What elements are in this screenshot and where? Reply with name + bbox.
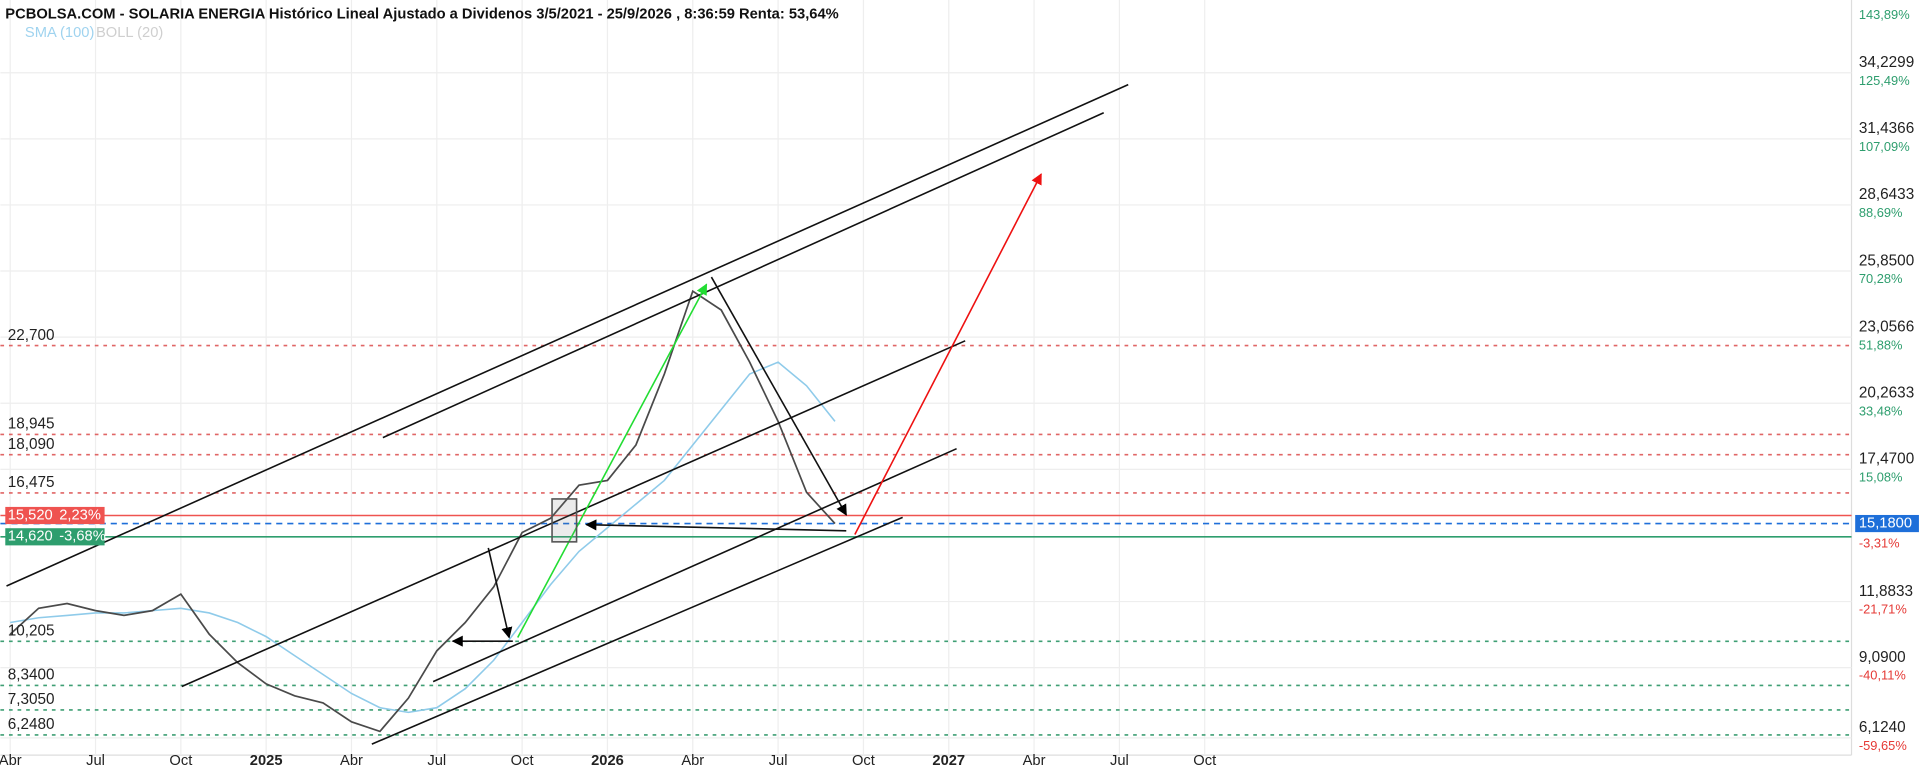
x-tick-label: 2025 — [250, 753, 283, 769]
y2-tick-label: 15,08% — [1859, 469, 1903, 484]
y-tick-label: 11,8833 — [1859, 583, 1913, 600]
y2-tick-label: -21,71% — [1859, 602, 1907, 617]
chart-title: PCBOLSA.COM - SOLARIA ENERGIA Histórico … — [5, 7, 838, 23]
x-tick-label: Jul — [427, 753, 446, 769]
box — [551, 498, 578, 543]
y-tick-label: 25,8500 — [1859, 252, 1914, 269]
mark-change: -3,68% — [59, 529, 106, 545]
y-tick-label: 31,4366 — [1859, 120, 1914, 137]
grid — [0, 0, 1853, 756]
y2-tick-label: 88,69% — [1859, 205, 1903, 220]
y2-tick-label: -3,31% — [1859, 535, 1900, 550]
level-label: 16,475 — [8, 474, 55, 491]
trend-line — [6, 83, 1129, 587]
level-label: 10,205 — [8, 623, 55, 640]
y2-tick-label: 107,09% — [1859, 139, 1910, 154]
y-tick-label: 17,4700 — [1859, 451, 1914, 468]
y2-tick-label: 51,88% — [1859, 337, 1903, 352]
x-tick-label: Oct — [511, 753, 534, 769]
level-label: 7,3050 — [8, 691, 55, 708]
level-label: 18,945 — [8, 416, 55, 433]
series — [9, 289, 836, 733]
x-tick-label: Abr — [681, 753, 704, 769]
trend-line — [382, 112, 1105, 439]
last-label: 15,1800 — [1859, 515, 1912, 531]
x-tick-label: Abr — [0, 753, 22, 769]
y2-tick-label: 70,28% — [1859, 271, 1903, 286]
y2-tick-label: -59,65% — [1859, 738, 1907, 753]
labels: 34,2299 31,4366 28,6433 25,8500 23,0566 20,26… — [0, 7, 1919, 769]
trend-line — [371, 516, 903, 745]
y-tick-label: 20,2633 — [1859, 384, 1914, 401]
y-tick-label: 9,0900 — [1859, 649, 1906, 666]
mark-label: 15,520 — [8, 507, 53, 523]
x-tick-label: Jul — [1110, 753, 1129, 769]
levels — [0, 344, 1852, 736]
x-tick-label: Oct — [852, 753, 875, 769]
last-box — [1855, 514, 1919, 533]
x-tick-label: Oct — [1193, 753, 1216, 769]
level-label: 8,3400 — [8, 667, 55, 684]
arrow — [710, 276, 847, 516]
arrow — [517, 283, 708, 638]
mark-change: 2,23% — [59, 507, 101, 523]
x-tick-label: Oct — [169, 753, 192, 769]
y2-tick-label: -40,11% — [1859, 668, 1906, 683]
x-tick-label: 2026 — [591, 753, 624, 769]
mark-label: 14,620 — [8, 529, 53, 545]
price-line — [9, 289, 836, 733]
y-tick-label: 28,6433 — [1859, 186, 1914, 203]
y2-tick-label: 33,48% — [1859, 403, 1903, 418]
legend-entry: BOLL (20) — [96, 25, 163, 41]
drawings — [6, 83, 1129, 745]
arrow — [854, 173, 1042, 535]
y2-tick-label: 143,89% — [1859, 7, 1910, 22]
trend-line — [181, 340, 966, 688]
x-tick-label: Abr — [340, 753, 363, 769]
x-tick-label: Abr — [1023, 753, 1046, 769]
legend-entry: SMA (100) — [25, 25, 94, 41]
y2-tick-label: 125,49% — [1859, 73, 1910, 88]
x-tick-label: Jul — [86, 753, 105, 769]
mark-box — [5, 528, 105, 546]
trend-line — [432, 447, 957, 683]
level-label: 22,700 — [8, 327, 55, 344]
mark-box — [5, 506, 105, 525]
y-tick-label: 34,2299 — [1859, 54, 1914, 71]
arrow — [487, 547, 513, 639]
arrow — [585, 519, 847, 532]
level-label: 18,090 — [8, 436, 55, 453]
x-tick-label: Jul — [769, 753, 788, 769]
level-label: 6,2480 — [8, 716, 55, 733]
y-tick-label: 23,0566 — [1859, 318, 1914, 335]
y-tick-label: 6,1240 — [1859, 719, 1906, 736]
x-tick-label: 2027 — [932, 753, 965, 769]
